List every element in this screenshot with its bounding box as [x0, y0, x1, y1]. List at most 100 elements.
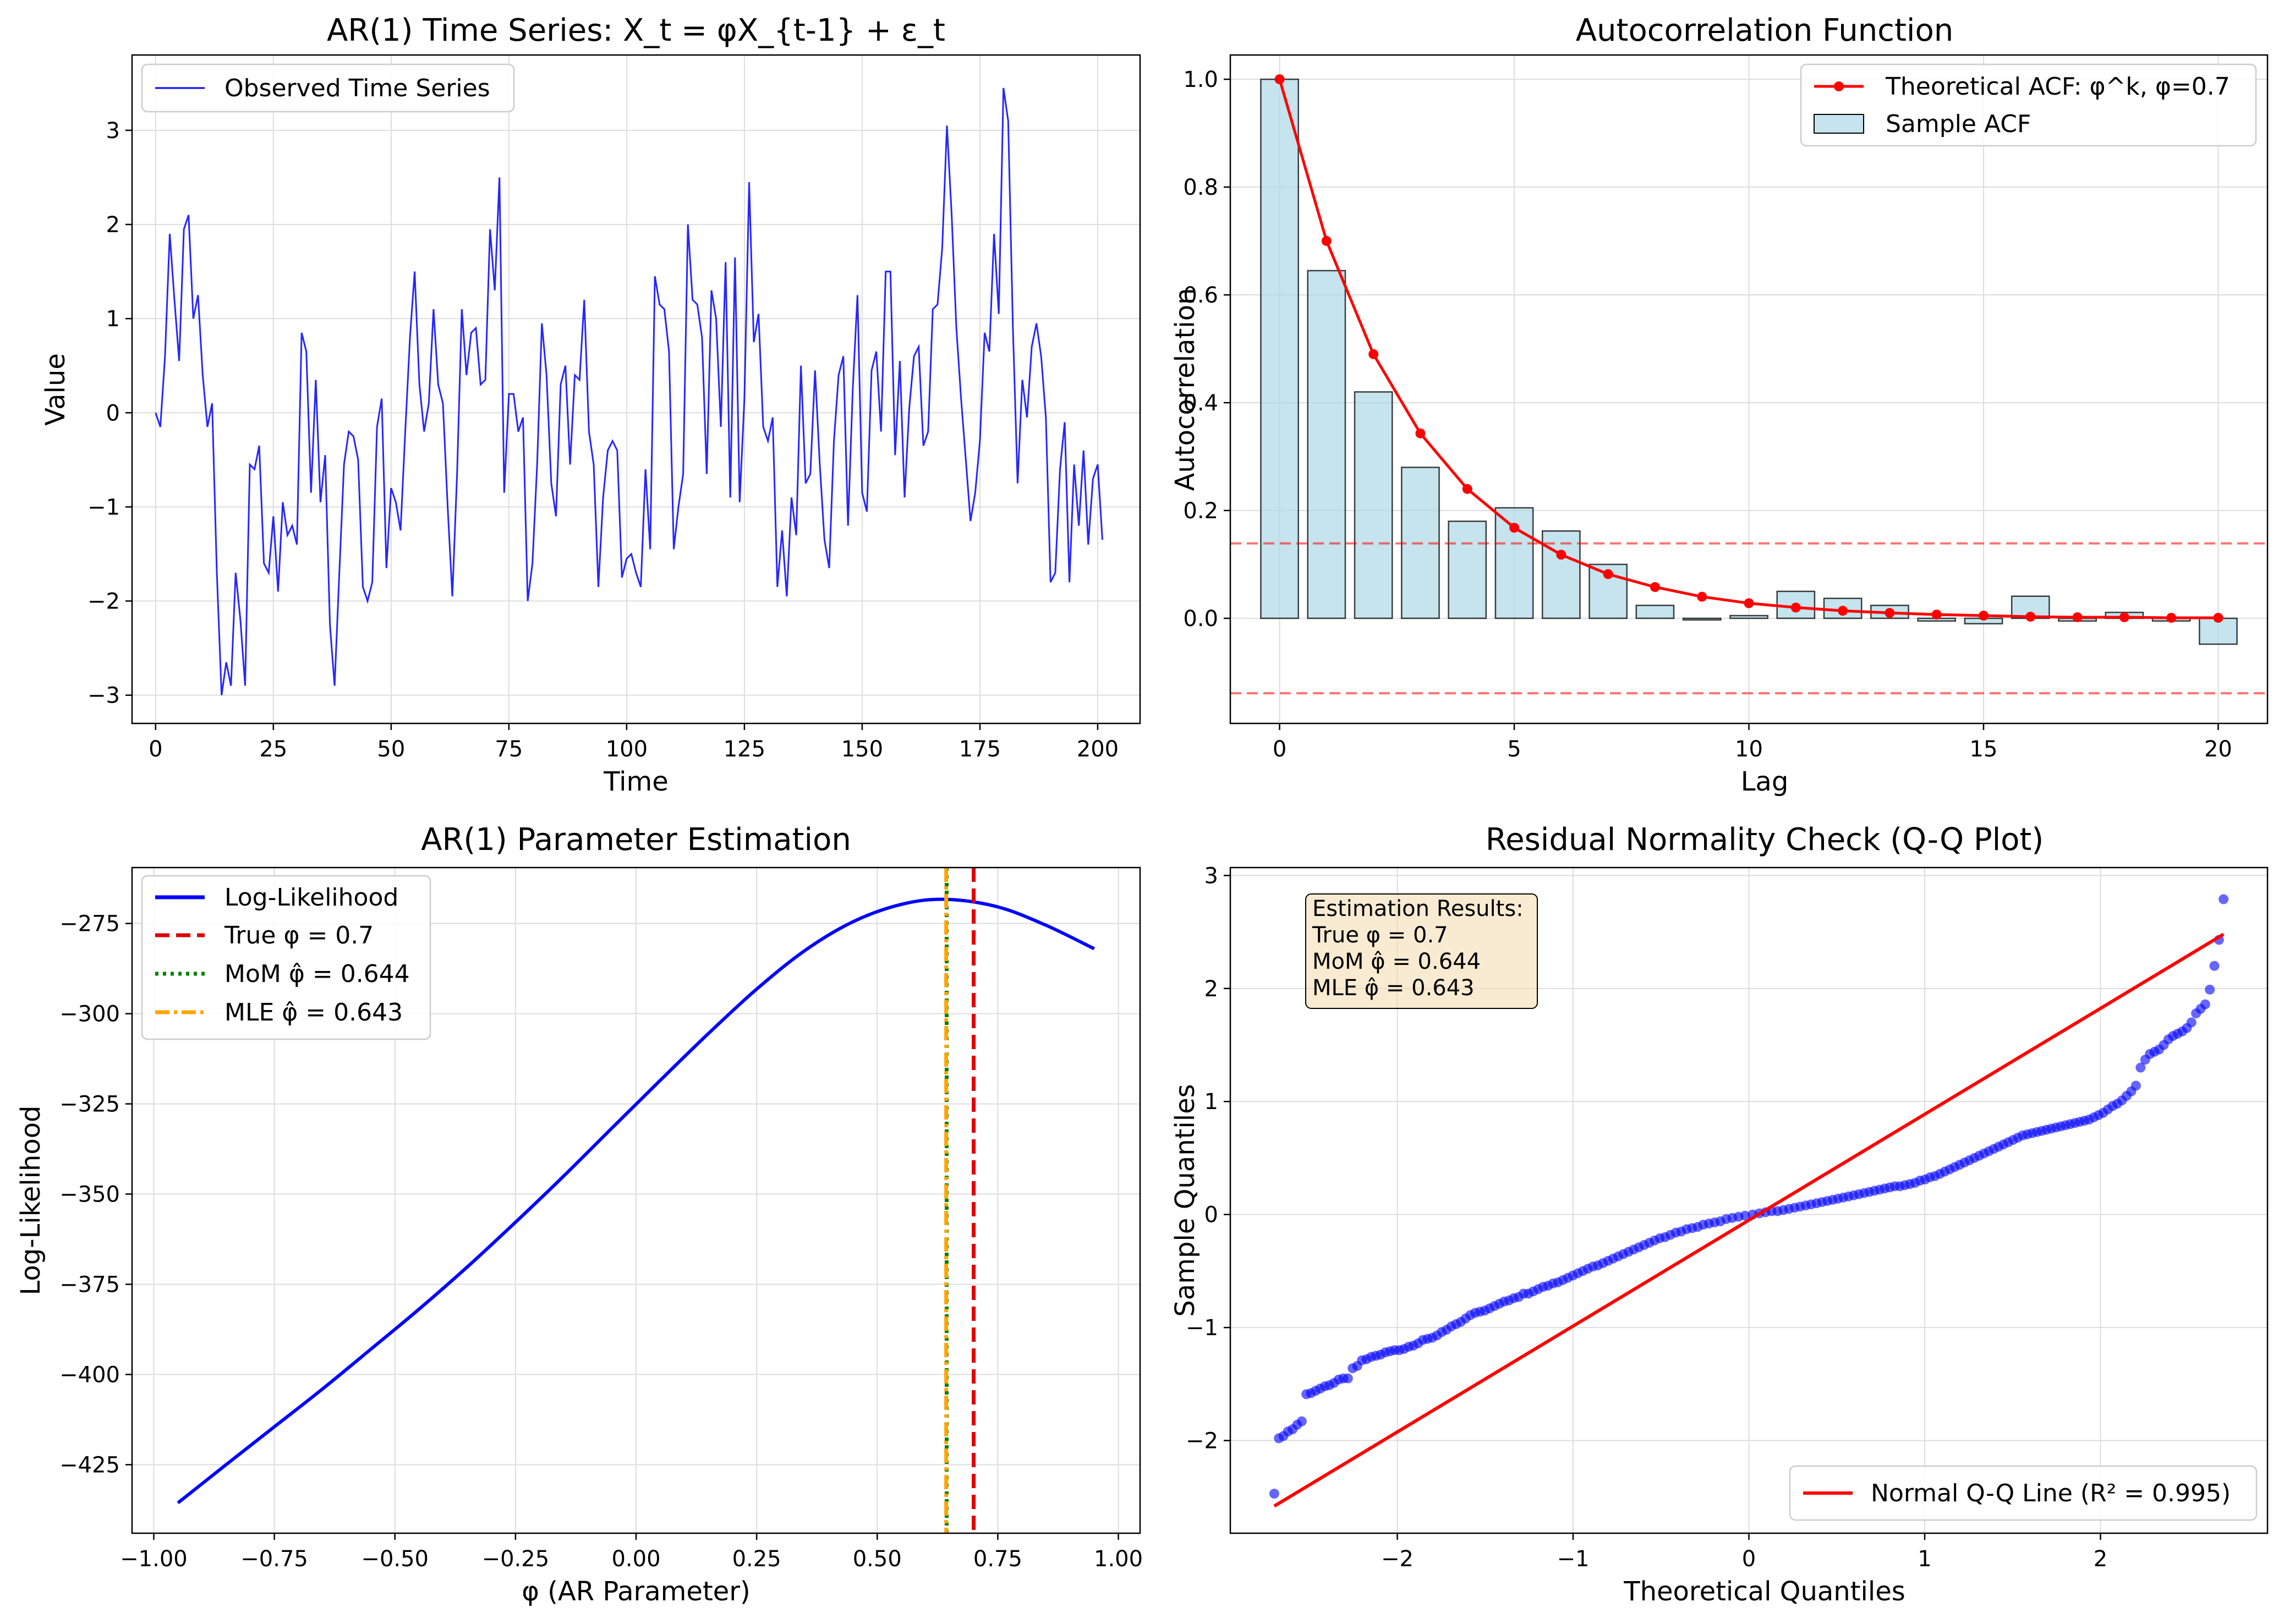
panel-acf: 0 5 10 15 20 0.0 0.2 0.4 0.6 0.8 1.0 Autocorrelati…	[1170, 13, 2269, 797]
ts-plot-area	[132, 55, 1140, 723]
acf-sample-bar	[1307, 270, 1346, 619]
acf-theoretical-point	[1462, 484, 1472, 494]
ts-xtick-label: 50	[377, 737, 405, 762]
qq-annotation-line-3: MoM φ̂ = 0.644	[1312, 949, 1481, 974]
qq-marks	[1269, 894, 2229, 1508]
qq-xtick-label: 2	[2094, 1546, 2107, 1572]
qq-legend: Normal Q-Q Line (R² = 0.995)	[1789, 1465, 2258, 1521]
ts-legend-label: Observed Time Series	[224, 74, 490, 102]
acf-xtick-label: 0	[1273, 737, 1286, 762]
acf-theoretical-point	[1650, 582, 1660, 592]
ts-ytick-label: 1	[106, 306, 120, 332]
qq-point	[2135, 1062, 2146, 1073]
ts-frame	[131, 54, 1141, 725]
acf-xtick-label: 5	[1507, 737, 1521, 762]
ll-curve	[177, 897, 1096, 1505]
ts-series-line	[155, 87, 1103, 695]
acf-sample-bar	[1260, 78, 1299, 619]
ll-xtick-label: 0.00	[611, 1546, 660, 1572]
acf-sample-bar	[2011, 595, 2050, 619]
qq-point	[2186, 1017, 2197, 1028]
acf-theoretical-point	[2166, 612, 2177, 623]
acf-theoretical-point	[1556, 550, 1567, 560]
qq-title: Residual Normality Check (Q-Q Plot)	[1486, 822, 2044, 858]
ll-xtick-label: 1.00	[1094, 1546, 1143, 1572]
qq-point	[2200, 999, 2210, 1009]
acf-theoretical-point	[2025, 611, 2036, 622]
ll-xtick-label: −1.00	[120, 1546, 188, 1572]
panel-time-series: 0 25 50 75 100 125 150 175 200 −3 −2 −1 0 1 2 3 AR(1) T…	[40, 13, 1141, 797]
acf-ticks: 0 5 10 15 20 0.0 0.2 0.4 0.6 0.8 1.0	[1183, 67, 2232, 762]
acf-theoretical-point	[2119, 612, 2129, 622]
qq-xtick-label: −1	[1557, 1546, 1590, 1572]
qq-ytick-label: 3	[1204, 863, 1218, 888]
ts-legend-box	[141, 63, 515, 113]
ll-ytick-label: −375	[59, 1272, 120, 1297]
qq-annotation-line-2: True φ = 0.7	[1312, 923, 1448, 948]
acf-theoretical-point	[2072, 612, 2083, 622]
acf-theoretical-point	[1838, 606, 1848, 616]
acf-ytick-label: 0.2	[1183, 498, 1218, 524]
acf-sample-bar	[1448, 520, 1487, 619]
acf-legend-bar-swatch	[1814, 114, 1864, 134]
qq-ytick-label: −2	[1186, 1429, 1218, 1454]
acf-theoretical-point	[1790, 602, 1801, 613]
ts-ylabel: Value	[40, 353, 71, 426]
ll-xlabel: φ (AR Parameter)	[522, 1576, 751, 1607]
acf-ytick-label: 0.6	[1183, 283, 1218, 308]
acf-ytick-label: 0.8	[1183, 175, 1218, 200]
ll-legend-label-ll: Log-Likelihood	[224, 884, 398, 912]
qq-point	[1296, 1416, 1307, 1427]
ts-xtick-label: 25	[259, 737, 287, 762]
qq-point	[2209, 961, 2220, 971]
qq-xtick-label: −2	[1381, 1546, 1414, 1572]
acf-ytick-label: 1.0	[1183, 67, 1218, 92]
ll-ytick-label: −350	[59, 1182, 120, 1208]
qq-xtick-label: 0	[1742, 1546, 1756, 1572]
qq-xlabel: Theoretical Quantiles	[1623, 1576, 1905, 1607]
acf-legend-box	[1800, 63, 2257, 147]
ll-legend-label-true: True φ = 0.7	[224, 921, 374, 950]
ts-title: AR(1) Time Series: X_t = φX_{t-1} + ε_t	[327, 13, 945, 48]
acf-sample-bar	[1682, 617, 1722, 621]
acf-theoretical-point	[1321, 236, 1332, 246]
ts-xtick-label: 175	[959, 737, 1001, 762]
acf-sample-bar	[1541, 530, 1581, 619]
acf-sample-bar	[1494, 507, 1534, 619]
acf-legend: Theoretical ACF: φ^k, φ=0.7 Sample ACF	[1800, 63, 2257, 147]
ts-ticks: 0 25 50 75 100 125 150 175 200 −3 −2 −1 0 1 2 3	[87, 118, 1119, 762]
acf-theoretical-point	[1978, 611, 1989, 621]
acf-xtick-label: 20	[2204, 737, 2232, 762]
acf-theoretical-point	[1885, 608, 1895, 618]
ll-xtick-label: 0.25	[732, 1546, 781, 1572]
qq-point	[1269, 1489, 1279, 1499]
ll-ytick-label: −300	[59, 1002, 120, 1027]
ll-xtick-label: 0.75	[973, 1546, 1022, 1572]
ll-marks	[177, 868, 1096, 1533]
ts-ytick-label: −3	[87, 683, 120, 709]
ts-xtick-label: 150	[841, 737, 883, 762]
ts-ytick-label: −1	[87, 495, 120, 520]
qq-ytick-label: −1	[1186, 1315, 1218, 1341]
acf-legend-theory-label: Theoretical ACF: φ^k, φ=0.7	[1885, 73, 2230, 101]
qq-reference-line	[1273, 932, 2225, 1508]
acf-theoretical-point	[2213, 612, 2223, 623]
ts-xtick-label: 75	[495, 737, 523, 762]
acf-sample-bar	[1635, 605, 1675, 619]
qq-ytick-label: 0	[1204, 1203, 1218, 1228]
qq-annotation-line-4: MLE φ̂ = 0.643	[1312, 975, 1475, 1001]
acf-sample-bar	[1729, 615, 1768, 619]
acf-theoretical-point	[1603, 569, 1613, 579]
ts-ytick-label: −2	[87, 589, 120, 615]
ts-xtick-label: 100	[606, 737, 648, 762]
qq-point	[1740, 1210, 1750, 1221]
ll-xtick-label: −0.50	[361, 1546, 429, 1572]
ll-legend-label-mom: MoM φ̂ = 0.644	[224, 960, 410, 988]
acf-marks	[1230, 74, 2267, 695]
qq-annotation-box	[1305, 893, 1538, 1009]
qq-ticks: −2 −1 0 1 2 −2 −1 0 1 2 3	[1186, 863, 2107, 1572]
ll-ytick-label: −275	[59, 912, 120, 937]
qq-legend-label: Normal Q-Q Line (R² = 0.995)	[1871, 1479, 2231, 1507]
acf-theoretical-point	[1368, 349, 1379, 359]
